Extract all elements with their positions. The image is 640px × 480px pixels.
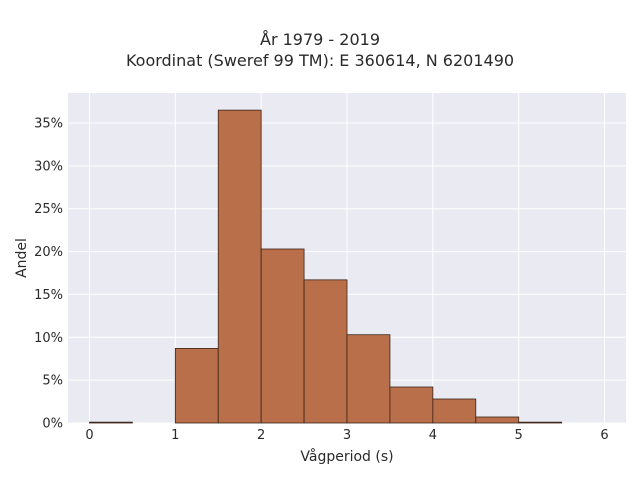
x-tick-label: 4 [429, 428, 437, 443]
y-tick-label: 25% [34, 202, 63, 217]
y-tick-label: 5% [42, 374, 63, 389]
chart-title-line-1: År 1979 - 2019 [260, 30, 380, 49]
histogram-bar [303, 279, 348, 424]
y-tick-label: 15% [34, 288, 63, 303]
x-tick-label: 5 [515, 428, 523, 443]
histogram-bar [389, 386, 434, 424]
chart-title-line-2: Koordinat (Sweref 99 TM): E 360614, N 62… [125, 51, 515, 70]
histogram-bar [346, 334, 391, 424]
histogram-bar [89, 421, 133, 424]
histogram-bar [518, 421, 563, 424]
x-tick-label: 1 [171, 428, 179, 443]
y-tick-label: 10% [34, 331, 63, 346]
x-axis-label: Vågperiod (s) [300, 448, 393, 465]
histogram-bar [432, 398, 477, 424]
histogram-bar [260, 248, 305, 424]
y-tick-label: 30% [34, 159, 63, 174]
bars [89, 109, 563, 424]
x-tick-label: 0 [85, 428, 93, 443]
histogram-bar [475, 416, 520, 424]
x-tick-label: 6 [600, 428, 608, 443]
y-axis-ticks: 0% 5% 10% 15% 20% 25% 30% 35% [34, 117, 63, 432]
histogram-bar [217, 109, 262, 424]
histogram-bar [174, 348, 219, 424]
y-tick-label: 35% [34, 117, 63, 132]
x-tick-label: 3 [343, 428, 351, 443]
x-axis-ticks: 0 1 2 3 4 5 6 [85, 428, 608, 443]
y-tick-label: 20% [34, 245, 63, 260]
x-tick-label: 2 [257, 428, 265, 443]
y-tick-label: 0% [42, 417, 63, 432]
y-axis-label: Andel [14, 238, 30, 278]
